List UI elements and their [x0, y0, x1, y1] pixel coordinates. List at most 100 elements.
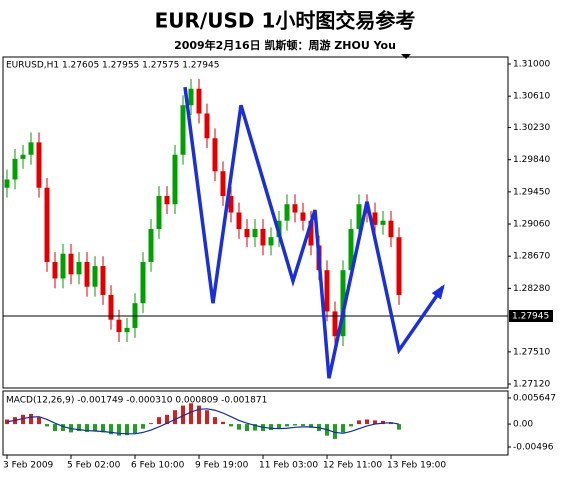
- candle-body: [44, 187, 50, 262]
- candle-body: [268, 237, 274, 246]
- macd-bar: [301, 424, 305, 426]
- candle-body: [172, 154, 178, 205]
- candle-body: [108, 294, 114, 320]
- macd-bar: [269, 424, 273, 431]
- macd-bar: [381, 420, 385, 425]
- price-label: EURUSD,H1 1.27605 1.27955 1.27575 1.2794…: [6, 61, 219, 71]
- y-tick-label: 1.27120: [513, 380, 550, 390]
- macd-bar: [197, 405, 201, 425]
- macd-bar: [101, 424, 105, 433]
- macd-bar: [53, 424, 57, 432]
- candle-body: [332, 311, 338, 337]
- candle-body: [196, 88, 202, 114]
- x-tick-label: 12 Feb 11:00: [323, 461, 382, 471]
- macd-bar: [29, 413, 33, 425]
- macd-bar: [181, 405, 185, 425]
- candle-body: [324, 270, 330, 312]
- macd-bar: [245, 424, 249, 432]
- x-tick-label: 13 Feb 19:00: [387, 461, 446, 471]
- macd-bar: [189, 403, 193, 425]
- y-tick-label: 1.29840: [513, 155, 550, 165]
- candle-body: [156, 195, 162, 229]
- candle-body: [372, 212, 378, 225]
- candle-body: [236, 212, 242, 229]
- macd-signal-line: [6, 408, 400, 435]
- candle-body: [124, 327, 130, 333]
- macd-bar: [333, 424, 337, 439]
- macd-bar: [61, 424, 65, 432]
- macd-bar: [133, 424, 137, 434]
- candle-body: [92, 266, 98, 287]
- x-tick-label: 3 Feb 2009: [3, 461, 54, 471]
- macd-bar: [149, 423, 153, 425]
- macd-bar: [117, 424, 121, 436]
- y-tick-label: 1.29060: [513, 220, 550, 230]
- annotation-arrowhead: [431, 284, 445, 300]
- macd-bar: [37, 417, 41, 425]
- y-tick-label: -0.00496: [513, 443, 554, 453]
- macd-bar: [125, 424, 129, 436]
- chart-title: EUR/USD 1小时图交易参考: [155, 9, 416, 33]
- candle-body: [292, 204, 298, 213]
- candle-body: [68, 253, 74, 275]
- candle-body: [60, 253, 66, 279]
- x-tick-label: 5 Feb 02:00: [67, 461, 121, 471]
- y-tick-label: 0.00: [513, 420, 533, 430]
- candle-body: [4, 179, 10, 188]
- candle-body: [188, 88, 194, 106]
- macd-bar: [213, 417, 217, 425]
- y-tick-label: 1.28280: [513, 284, 550, 294]
- shift-marker: [401, 54, 411, 59]
- candle-body: [348, 228, 354, 271]
- candle-body: [20, 154, 26, 159]
- candle-body: [220, 171, 226, 196]
- macd-bar: [85, 424, 89, 432]
- x-tick-label: 6 Feb 10:00: [131, 461, 185, 471]
- annotation-line: [183, 86, 445, 379]
- candle-body: [260, 228, 266, 246]
- x-tick-label: 11 Feb 03:00: [259, 461, 318, 471]
- candle-body: [380, 220, 386, 225]
- candle-body: [300, 212, 306, 221]
- candle-body: [164, 195, 170, 205]
- y-tick-label: 1.29450: [513, 187, 550, 197]
- candle-body: [252, 228, 258, 238]
- macd-bar: [285, 424, 289, 427]
- candle-body: [396, 237, 402, 295]
- macd-bar: [365, 419, 369, 425]
- macd-bar: [141, 424, 145, 429]
- macd-bar: [277, 424, 281, 429]
- macd-bar: [205, 410, 209, 425]
- candle-body: [140, 261, 146, 304]
- candle-body: [76, 261, 82, 275]
- candle-body: [244, 228, 250, 238]
- y-tick-label: 1.30230: [513, 123, 550, 133]
- macd-bar: [237, 424, 241, 430]
- y-tick-label: 1.27510: [513, 347, 550, 357]
- candle-body: [12, 158, 18, 180]
- candle-body: [284, 204, 290, 221]
- y-tick-label: 1.31000: [513, 60, 550, 70]
- macd-bar: [93, 424, 97, 432]
- candle-body: [388, 220, 394, 238]
- macd-bar: [397, 424, 401, 430]
- candle-body: [36, 142, 42, 188]
- macd-panel: [2, 390, 509, 456]
- candle-body: [116, 319, 122, 333]
- y-tick-label: 1.28670: [513, 252, 550, 262]
- macd-bar: [341, 424, 345, 433]
- macd-bar: [109, 424, 113, 435]
- macd-bar: [293, 424, 297, 426]
- candle-body: [308, 220, 314, 246]
- candle-body: [84, 261, 90, 287]
- macd-bar: [21, 414, 25, 425]
- chart-subtitle: 2009年2月16日 凯斯顿：周游 ZHOU You: [174, 38, 396, 52]
- macd-bar: [45, 424, 49, 427]
- current-price-label: 1.27945: [512, 311, 549, 321]
- macd-bar: [229, 424, 233, 427]
- macd-bar: [373, 420, 377, 425]
- macd-bar: [77, 424, 81, 432]
- candle-body: [148, 228, 154, 262]
